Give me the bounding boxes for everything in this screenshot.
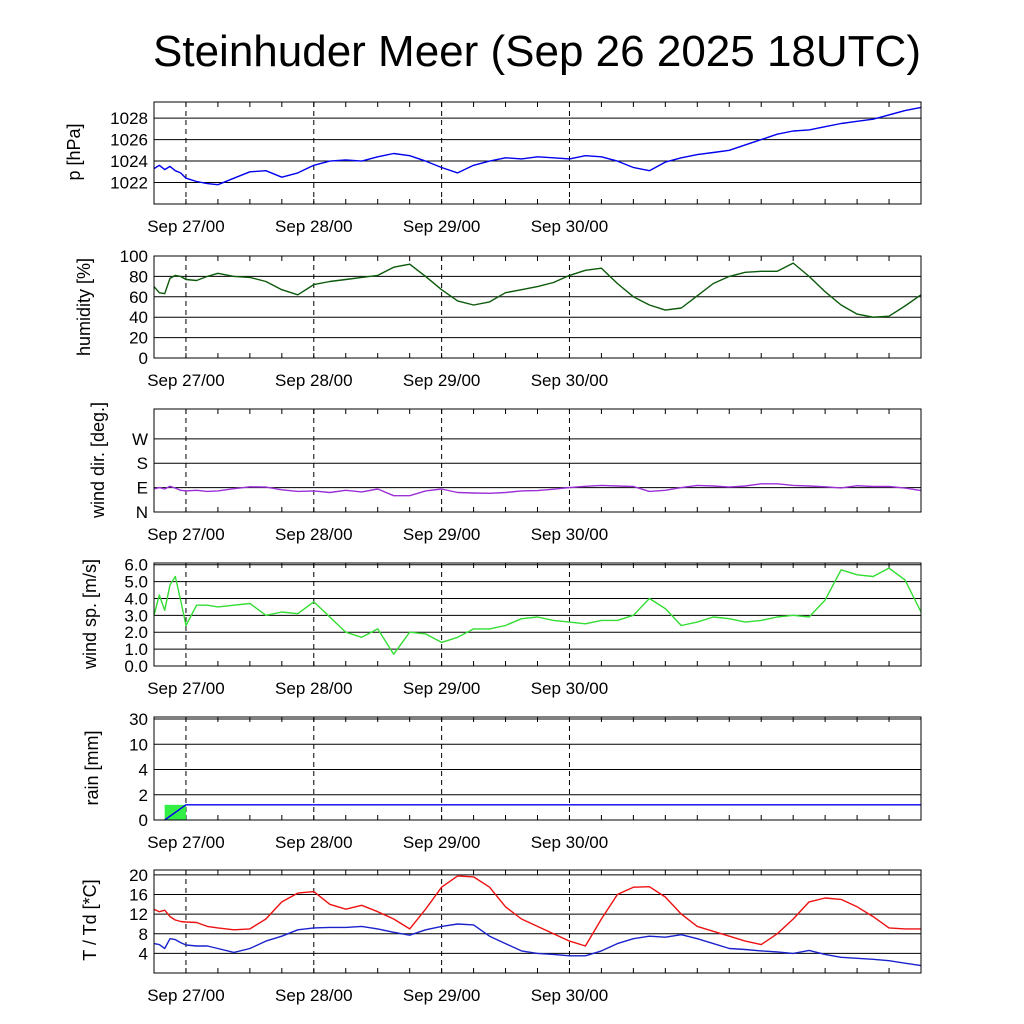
wind-direction-ytick-label: N [136,503,148,522]
rain-xtick-label: Sep 28/00 [275,833,353,852]
temperature-xtick-label: Sep 30/00 [531,986,609,1005]
humidity-ytick-label: 40 [129,308,148,327]
rain-ytick-label: 10 [129,735,148,754]
humidity-frame [153,255,922,359]
rain-ylabel: rain [mm] [82,730,102,805]
wind-direction-xtick-label: Sep 28/00 [275,525,353,544]
humidity-humidity-line [153,262,922,318]
wind-speed-wind-speed-line [153,567,922,655]
wind-direction-ytick-label: S [137,454,148,473]
wind-speed-ytick-label: 3.0 [124,606,148,625]
pressure-panel: p [hPa] 1022 1024 1026 1028 Sep 27/00 Sep 28/… [64,101,922,236]
pressure-xtick-label: Sep 29/00 [403,217,481,236]
pressure-xtick-label: Sep 28/00 [275,217,353,236]
humidity-ylabel: humidity [%] [74,258,94,356]
wind-speed-ytick-label: 0.0 [124,657,148,676]
wind-speed-ytick-label: 1.0 [124,640,148,659]
rain-ytick-label: 4 [139,761,148,780]
temperature-ytick-label: 4 [139,944,148,963]
temperature-xtick-label: Sep 28/00 [275,986,353,1005]
wind-speed-panel: wind sp. [m/s] 0.01.02.03.04.05.06.0 Sep … [80,556,922,698]
humidity-ytick-label: 80 [129,267,148,286]
wind-speed-ytick-label: 6.0 [124,556,148,575]
rain-panel: rain [mm] 0 2 4 10 30 Sep 27/00 Sep 28/00 Sep 2… [82,710,922,852]
humidity-xtick-label: Sep 27/00 [147,371,225,390]
humidity-xtick-label: Sep 30/00 [531,371,609,390]
pressure-xtick-label: Sep 27/00 [147,217,225,236]
wind-speed-ylabel: wind sp. [m/s] [80,559,100,670]
temperature-xtick-label: Sep 29/00 [403,986,481,1005]
pressure-frame [153,101,922,205]
wind-speed-ytick-label: 2.0 [124,623,148,642]
pressure-ytick-label: 1026 [110,131,148,150]
humidity-ytick-label: 0 [139,349,148,368]
temperature-td-line [153,923,922,967]
pressure-ytick-label: 1022 [110,174,148,193]
rain-xtick-label: Sep 27/00 [147,833,225,852]
wind-direction-ylabel: wind dir. [deg.] [88,402,108,519]
temperature-ylabel: T / Td [*C] [80,879,100,960]
rain-ytick-label: 0 [139,811,148,830]
pressure-xtick-label: Sep 30/00 [531,217,609,236]
pressure-ytick-label: 1028 [110,109,148,128]
wind-direction-frame [153,408,922,513]
temperature-frame [153,869,922,974]
temperature-t-line [153,875,921,947]
wind-speed-frame [153,562,922,667]
temperature-ytick-label: 12 [129,905,148,924]
pressure-ytick-label: 1024 [110,152,148,171]
temperature-xtick-label: Sep 27/00 [147,986,225,1005]
rain-xtick-label: Sep 29/00 [403,833,481,852]
humidity-xtick-label: Sep 28/00 [275,371,353,390]
wind-direction-xtick-label: Sep 29/00 [403,525,481,544]
wind-direction-xtick-label: Sep 30/00 [531,525,609,544]
humidity-ytick-label: 100 [120,247,148,266]
temperature-ytick-label: 8 [139,925,148,944]
rain-frame [153,716,922,821]
wind-speed-xtick-label: Sep 29/00 [403,679,481,698]
wind-speed-xtick-label: Sep 30/00 [531,679,609,698]
wind-direction-xtick-label: Sep 27/00 [147,525,225,544]
humidity-xtick-label: Sep 29/00 [403,371,481,390]
wind-speed-ytick-label: 4.0 [124,589,148,608]
humidity-ytick-label: 20 [129,329,148,348]
wind-speed-xtick-label: Sep 28/00 [275,679,353,698]
wind-speed-xtick-label: Sep 27/00 [147,679,225,698]
rain-ytick-label: 2 [139,786,148,805]
rain-xtick-label: Sep 30/00 [531,833,609,852]
rain-ytick-label: 30 [129,710,148,729]
humidity-ytick-label: 60 [129,288,148,307]
pressure-pressure-line [153,106,922,186]
rain-cumulative-line [164,804,921,821]
temperature-ytick-label: 20 [129,866,148,885]
wind-direction-wind-direction-line [153,483,922,497]
temperature-ytick-label: 16 [129,886,148,905]
chart-title: Steinhuder Meer (Sep 26 2025 18UTC) [153,27,921,76]
pressure-ylabel: p [hPa] [64,123,84,180]
wind-direction-ytick-label: E [137,479,148,498]
wind-speed-ytick-label: 5.0 [124,573,148,592]
wind-direction-ytick-label: W [132,430,148,449]
